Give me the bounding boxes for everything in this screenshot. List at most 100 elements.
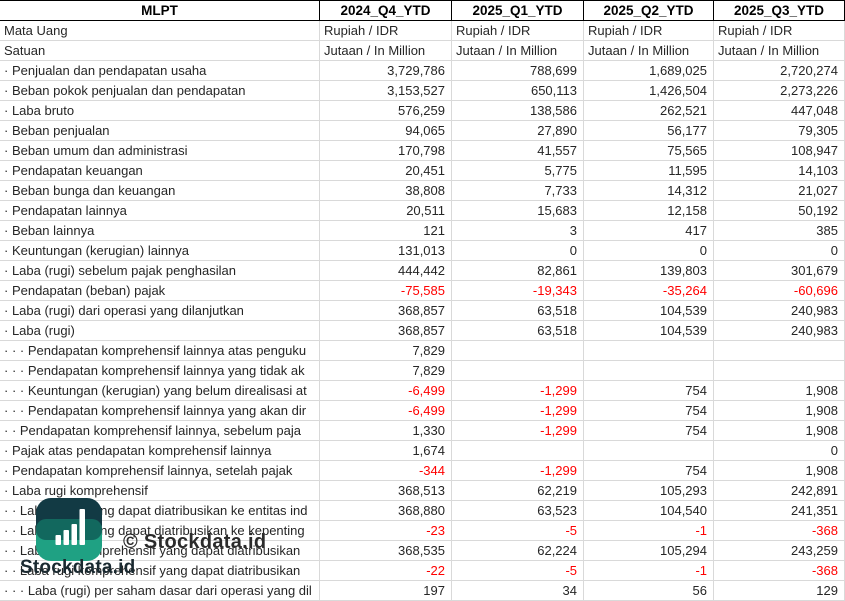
value-cell[interactable]: -1,299 <box>452 401 584 421</box>
value-cell[interactable]: -5 <box>452 521 584 541</box>
value-cell[interactable]: 63,518 <box>452 301 584 321</box>
value-cell[interactable]: 1,689,025 <box>584 61 714 81</box>
value-cell[interactable]: -60,696 <box>714 281 845 301</box>
value-cell[interactable]: 243,259 <box>714 541 845 561</box>
value-cell[interactable]: 444,442 <box>320 261 452 281</box>
value-cell[interactable] <box>452 341 584 361</box>
meta-value-cell[interactable]: Rupiah / IDR <box>584 21 714 41</box>
value-cell[interactable]: -6,499 <box>320 401 452 421</box>
meta-value-cell[interactable]: Jutaan / In Million <box>320 41 452 61</box>
value-cell[interactable]: -344 <box>320 461 452 481</box>
value-cell[interactable]: 368,880 <box>320 501 452 521</box>
value-cell[interactable] <box>452 441 584 461</box>
value-cell[interactable]: 82,861 <box>452 261 584 281</box>
value-cell[interactable]: 3,729,786 <box>320 61 452 81</box>
value-cell[interactable]: 139,803 <box>584 261 714 281</box>
value-cell[interactable]: 2,273,226 <box>714 81 845 101</box>
value-cell[interactable]: 1,908 <box>714 401 845 421</box>
value-cell[interactable]: -19,343 <box>452 281 584 301</box>
row-label-cell[interactable]: · · · Pendapatan komprehensif lainnya ya… <box>0 401 320 421</box>
value-cell[interactable]: 62,219 <box>452 481 584 501</box>
value-cell[interactable]: -1,299 <box>452 461 584 481</box>
value-cell[interactable]: 754 <box>584 401 714 421</box>
value-cell[interactable]: -23 <box>320 521 452 541</box>
value-cell[interactable]: 1,426,504 <box>584 81 714 101</box>
value-cell[interactable]: 0 <box>714 441 845 461</box>
value-cell[interactable]: 7,829 <box>320 361 452 381</box>
value-cell[interactable]: 1,674 <box>320 441 452 461</box>
value-cell[interactable]: 15,683 <box>452 201 584 221</box>
value-cell[interactable]: -75,585 <box>320 281 452 301</box>
value-cell[interactable]: 1,908 <box>714 381 845 401</box>
value-cell[interactable]: 2,720,274 <box>714 61 845 81</box>
value-cell[interactable]: 368,857 <box>320 301 452 321</box>
value-cell[interactable]: 75,565 <box>584 141 714 161</box>
row-label-cell[interactable]: · · · Keuntungan (kerugian) yang belum d… <box>0 381 320 401</box>
value-cell[interactable]: 788,699 <box>452 61 584 81</box>
row-label-cell[interactable]: · Beban lainnya <box>0 221 320 241</box>
meta-value-cell[interactable]: Rupiah / IDR <box>714 21 845 41</box>
row-label-cell[interactable]: · Beban umum dan administrasi <box>0 141 320 161</box>
value-cell[interactable]: 1,908 <box>714 461 845 481</box>
value-cell[interactable]: 11,595 <box>584 161 714 181</box>
column-header-cell[interactable]: 2025_Q3_YTD <box>714 0 845 21</box>
value-cell[interactable]: 1,330 <box>320 421 452 441</box>
row-label-cell[interactable]: · Laba (rugi) <box>0 321 320 341</box>
value-cell[interactable]: 20,511 <box>320 201 452 221</box>
value-cell[interactable]: 138,586 <box>452 101 584 121</box>
value-cell[interactable]: 447,048 <box>714 101 845 121</box>
value-cell[interactable]: 241,351 <box>714 501 845 521</box>
value-cell[interactable]: 754 <box>584 381 714 401</box>
value-cell[interactable]: 7,829 <box>320 341 452 361</box>
meta-value-cell[interactable]: Jutaan / In Million <box>584 41 714 61</box>
row-label-cell[interactable]: · Laba rugi komprehensif <box>0 481 320 501</box>
value-cell[interactable]: 56 <box>584 581 714 601</box>
value-cell[interactable]: 197 <box>320 581 452 601</box>
row-label-cell[interactable]: · Pendapatan komprehensif lainnya, setel… <box>0 461 320 481</box>
value-cell[interactable]: 576,259 <box>320 101 452 121</box>
value-cell[interactable]: 131,013 <box>320 241 452 261</box>
column-header-cell[interactable]: 2025_Q1_YTD <box>452 0 584 21</box>
value-cell[interactable]: 14,103 <box>714 161 845 181</box>
row-label-cell[interactable]: Mata Uang <box>0 21 320 41</box>
value-cell[interactable] <box>452 361 584 381</box>
row-label-cell[interactable]: · Pendapatan lainnya <box>0 201 320 221</box>
row-label-cell[interactable]: · Beban bunga dan keuangan <box>0 181 320 201</box>
row-label-cell[interactable]: · · · Pendapatan komprehensif lainnya at… <box>0 341 320 361</box>
value-cell[interactable]: 79,305 <box>714 121 845 141</box>
value-cell[interactable]: 368,535 <box>320 541 452 561</box>
value-cell[interactable]: -1,299 <box>452 421 584 441</box>
value-cell[interactable]: 3 <box>452 221 584 241</box>
value-cell[interactable]: 3,153,527 <box>320 81 452 101</box>
row-label-cell[interactable]: · Beban penjualan <box>0 121 320 141</box>
row-label-cell[interactable]: · Pendapatan keuangan <box>0 161 320 181</box>
value-cell[interactable]: 242,891 <box>714 481 845 501</box>
value-cell[interactable]: -22 <box>320 561 452 581</box>
value-cell[interactable]: 50,192 <box>714 201 845 221</box>
value-cell[interactable]: -35,264 <box>584 281 714 301</box>
value-cell[interactable]: 170,798 <box>320 141 452 161</box>
row-label-cell[interactable]: · Laba (rugi) sebelum pajak penghasilan <box>0 261 320 281</box>
value-cell[interactable]: 104,539 <box>584 321 714 341</box>
value-cell[interactable]: 0 <box>714 241 845 261</box>
value-cell[interactable]: 417 <box>584 221 714 241</box>
value-cell[interactable]: 108,947 <box>714 141 845 161</box>
value-cell[interactable]: 62,224 <box>452 541 584 561</box>
value-cell[interactable]: 41,557 <box>452 141 584 161</box>
value-cell[interactable]: 368,857 <box>320 321 452 341</box>
value-cell[interactable]: 12,158 <box>584 201 714 221</box>
value-cell[interactable]: 240,983 <box>714 321 845 341</box>
meta-value-cell[interactable]: Rupiah / IDR <box>320 21 452 41</box>
value-cell[interactable] <box>584 441 714 461</box>
value-cell[interactable]: 20,451 <box>320 161 452 181</box>
value-cell[interactable]: 129 <box>714 581 845 601</box>
value-cell[interactable]: 0 <box>452 241 584 261</box>
value-cell[interactable]: 1,908 <box>714 421 845 441</box>
meta-value-cell[interactable]: Jutaan / In Million <box>452 41 584 61</box>
row-label-cell[interactable]: · Laba bruto <box>0 101 320 121</box>
value-cell[interactable]: 0 <box>584 241 714 261</box>
row-label-cell[interactable]: Satuan <box>0 41 320 61</box>
value-cell[interactable]: 63,518 <box>452 321 584 341</box>
row-label-cell[interactable]: · Beban pokok penjualan dan pendapatan <box>0 81 320 101</box>
value-cell[interactable]: -6,499 <box>320 381 452 401</box>
